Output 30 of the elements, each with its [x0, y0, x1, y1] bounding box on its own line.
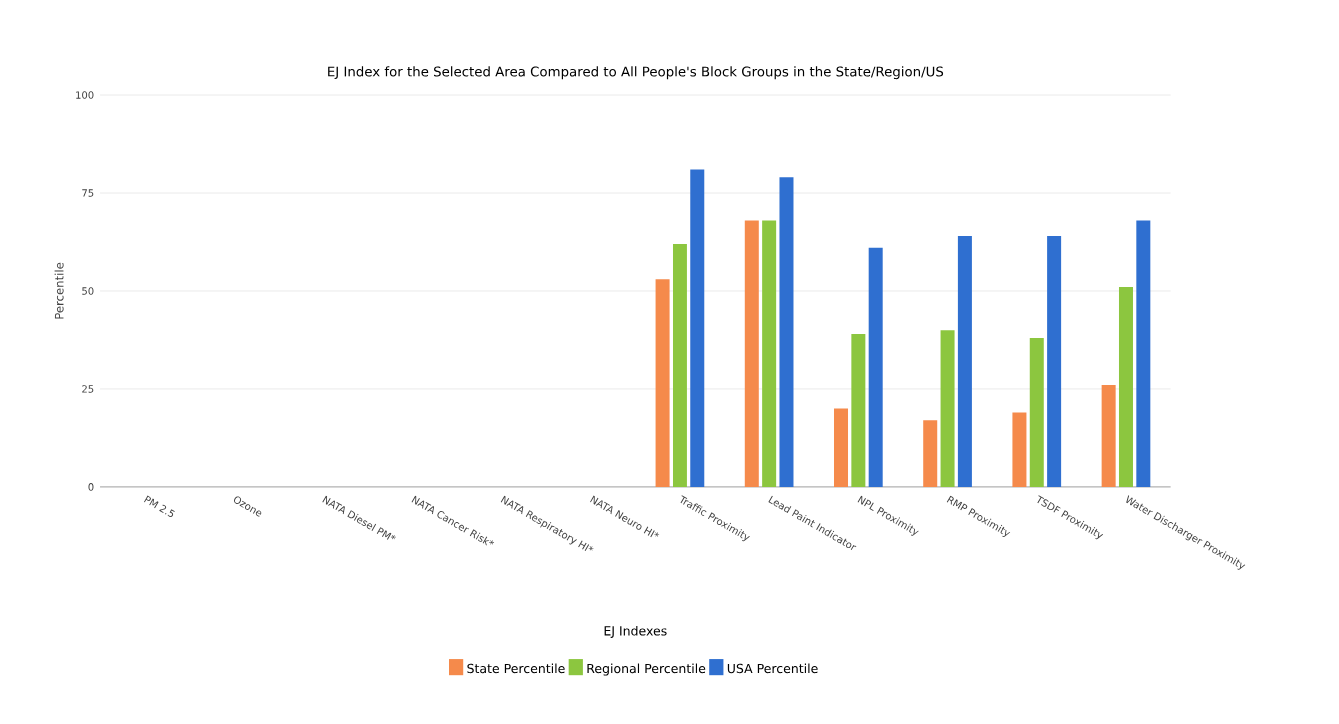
legend-label: Regional Percentile: [587, 663, 706, 676]
legend-label: State Percentile: [467, 663, 565, 674]
bar: [1118, 287, 1133, 488]
x-axis-title: EJ Indexes: [604, 626, 667, 639]
bar: [655, 279, 670, 488]
y-tick-label: 75: [82, 189, 94, 197]
bar: [834, 408, 849, 488]
bar: [1101, 385, 1116, 488]
bar: [1136, 220, 1151, 488]
bar: [762, 220, 777, 488]
bar: [690, 169, 705, 488]
bar: [744, 220, 759, 488]
bar: [1029, 338, 1044, 488]
y-tick-label: 100: [76, 91, 94, 99]
bar: [779, 177, 794, 488]
y-tick-label: 25: [82, 385, 94, 393]
y-axis-title: Percentile: [54, 262, 64, 319]
bar: [1012, 412, 1027, 488]
chart-title: EJ Index for the Selected Area Compared to All People's Block Groups in the State/Region/US: [328, 66, 944, 80]
bar: [851, 334, 866, 488]
y-tick-label: 50: [82, 287, 94, 295]
y-tick-label: 0: [88, 483, 94, 491]
bar: [957, 236, 972, 488]
bar: [672, 244, 687, 488]
bar: [868, 248, 883, 488]
x-tick-label: PM 2.5: [143, 495, 175, 518]
legend-label: USA Percentile: [727, 663, 818, 674]
bar: [1047, 236, 1062, 488]
bar: [940, 330, 955, 488]
bar: [923, 420, 938, 488]
